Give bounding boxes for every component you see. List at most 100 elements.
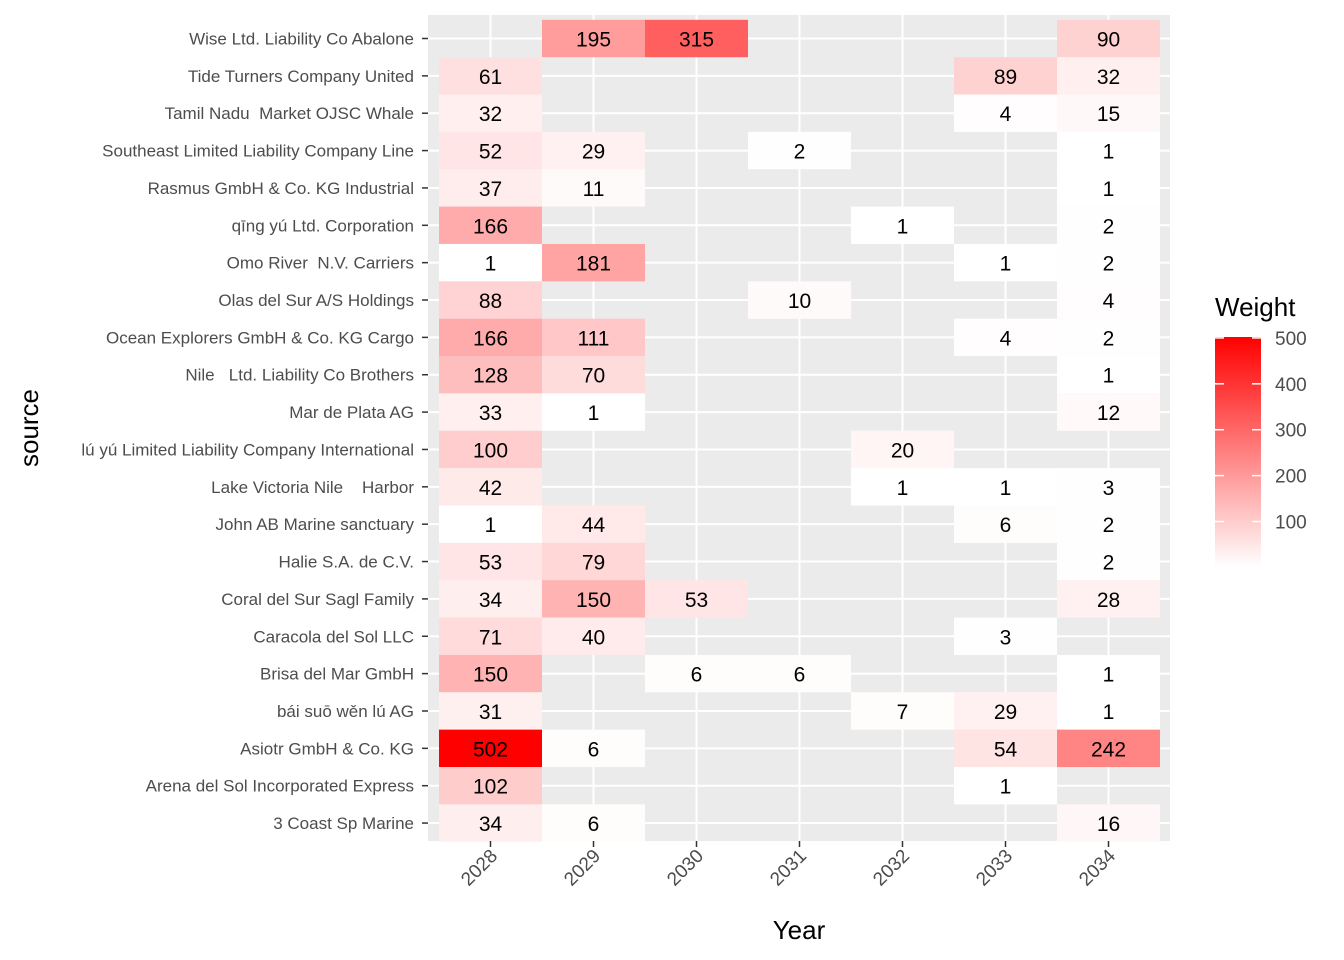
cell-value-label: 40 [582,626,605,649]
heatmap-cell [1057,318,1160,357]
x-tick-label: 2033 [972,846,1017,891]
cell-value-label: 1 [1103,664,1115,687]
heatmap-cell [542,580,645,618]
y-tick-label: 3 Coast Sp Marine [273,814,414,833]
y-tick-label: Wise Ltd. Liability Co Abalone [189,30,414,49]
y-tick-label: Arena del Sol Incorporated Express [146,777,414,796]
cell-value-label: 42 [479,477,502,500]
cell-value-label: 29 [582,141,605,164]
cell-value-label: 34 [479,813,503,836]
heatmap-cell [1057,505,1160,543]
cell-value-label: 34 [479,589,503,612]
legend-tick-label: 500 [1275,329,1307,350]
color-legend: Weight 100 200 300 400 500 [1215,292,1307,567]
heatmap-cell [748,654,851,693]
heatmap-cell [851,692,954,730]
cell-value-label: 6 [794,664,806,687]
cell-value-label: 4 [1000,103,1012,126]
legend-title: Weight [1215,292,1296,322]
cell-value-label: 1 [1103,701,1115,724]
y-tick-label: Olas del Sur A/S Holdings [218,291,414,310]
heatmap-cell [1057,393,1160,431]
y-tick-label: Ocean Explorers GmbH & Co. KG Cargo [106,328,414,347]
cell-value-label: 52 [479,141,502,164]
cell-value-label: 2 [1103,253,1115,276]
cell-value-label: 28 [1097,589,1120,612]
heatmap-cell [1057,356,1160,394]
cell-value-label: 32 [479,103,502,126]
y-axis: 3 Coast Sp Marine Arena del Sol Incorpora… [81,30,428,833]
heatmap-cell [439,654,542,693]
heatmap-cell [439,468,542,506]
cell-value-label: 29 [994,701,1017,724]
heatmap-cell [1057,654,1160,693]
y-tick-label: John AB Marine sanctuary [216,515,415,534]
cell-value-label: 4 [1000,327,1012,350]
cell-value-label: 181 [576,253,611,276]
cell-value-label: 33 [479,402,502,425]
cell-value-label: 71 [479,626,502,649]
cell-value-label: 111 [578,327,610,350]
x-axis: 2028 2029 2030 2031 2032 2033 2034 [457,841,1120,890]
heatmap-cell [542,804,645,842]
cell-value-label: 315 [679,29,714,52]
cell-value-label: 242 [1091,738,1126,761]
cell-value-label: 32 [1097,66,1120,89]
heatmap-cell [1057,468,1160,506]
cell-value-label: 128 [473,365,508,388]
heatmap-cell [1057,542,1160,581]
cell-value-label: 100 [473,439,508,462]
cell-value-label: 3 [1000,626,1012,649]
legend-tick-label: 300 [1275,421,1307,442]
heatmap-cell [1057,57,1160,95]
heatmap-cell [1057,804,1160,842]
y-tick-label: Brisa del Mar GmbH [260,665,414,684]
cell-value-label: 4 [1103,290,1115,313]
heatmap-cell [954,57,1057,95]
cell-value-label: 79 [582,552,605,575]
cell-value-label: 11 [583,178,605,201]
heatmap-cell [954,767,1057,805]
cell-value-label: 90 [1097,29,1120,52]
heatmap-cell [542,19,645,58]
heatmap-cell [542,169,645,207]
y-tick-label: Rasmus GmbH & Co. KG Industrial [148,179,414,198]
heatmap-cell [954,243,1057,282]
cell-value-label: 150 [576,589,611,612]
heatmap-cell [748,131,851,170]
heatmap-cell [439,729,542,768]
cell-value-label: 1 [1000,477,1012,500]
y-tick-label: Tide Turners Company United [188,67,414,86]
heatmap-cell [439,57,542,95]
heatmap-cell [1057,692,1160,730]
heatmap-cell [439,542,542,581]
cell-value-label: 2 [1103,215,1115,238]
x-tick-label: 2028 [457,846,502,891]
cell-value-label: 102 [473,776,508,799]
x-axis-title: Year [773,915,826,945]
heatmap-cell [439,505,542,543]
heatmap-cell [1057,243,1160,282]
y-tick-label: Halie S.A. de C.V. [279,553,414,572]
y-axis-title: source [14,389,44,467]
x-tick-label: 2030 [663,846,708,891]
heatmap-cell [851,430,954,469]
heatmap-cell [439,318,542,357]
heatmap-cell [439,356,542,394]
heatmap-cell [542,243,645,282]
heatmap-cell [439,692,542,730]
cell-value-label: 1 [1103,141,1115,164]
cell-value-label: 31 [479,701,502,724]
cell-value-label: 89 [994,66,1017,89]
heatmap-cell [439,430,542,469]
cell-value-label: 16 [1097,813,1120,836]
cell-value-label: 10 [788,290,811,313]
legend-tick-label: 400 [1275,375,1307,396]
heatmap-cell [954,505,1057,543]
heatmap-cell [645,19,748,58]
heatmap-cell [851,206,954,244]
heatmap-cell [954,318,1057,357]
cell-value-label: 1 [1000,253,1012,276]
